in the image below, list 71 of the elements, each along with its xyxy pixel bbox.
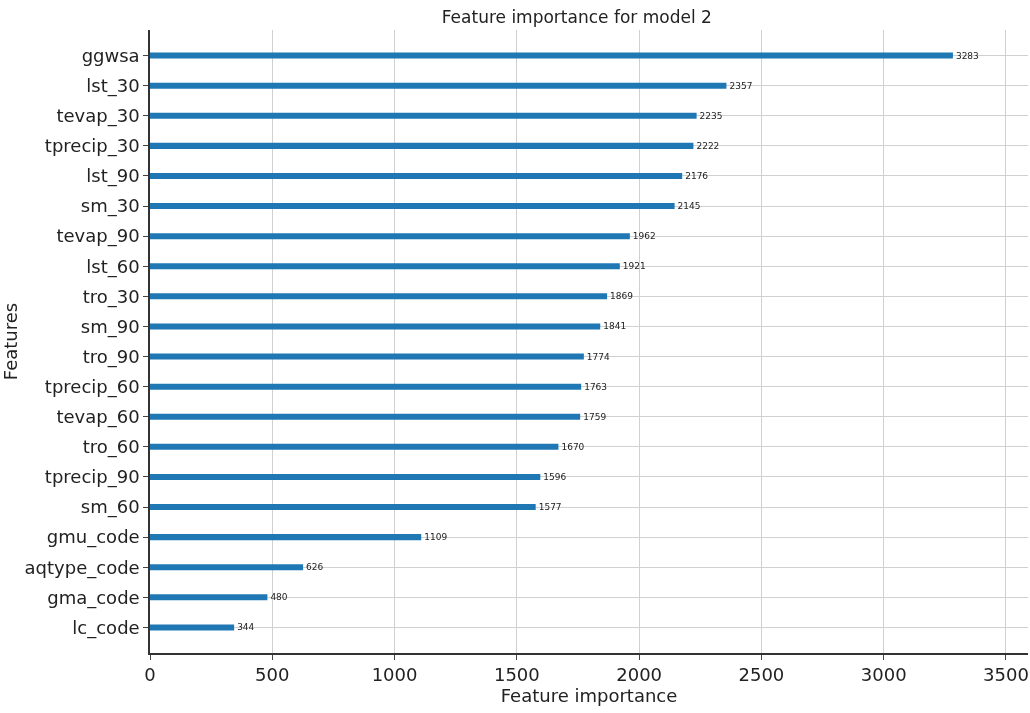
x-tick-label: 1500 [493, 664, 540, 686]
y-tick-label: tro_90 [82, 345, 140, 368]
bar [150, 52, 953, 59]
y-axis-title: Features [0, 302, 21, 381]
bar [150, 564, 304, 571]
chart-title: Feature importance for model 2 [441, 6, 712, 27]
bar [150, 293, 608, 300]
bar [150, 504, 536, 511]
data-label: 626 [306, 562, 324, 573]
x-tick-label: 0 [144, 664, 156, 686]
bar [150, 82, 727, 89]
bar [150, 203, 675, 210]
y-tick-label: tprecip_90 [44, 466, 140, 489]
y-tick-label: sm_60 [80, 496, 140, 519]
bar [150, 383, 582, 390]
y-tick-label: gma_code [47, 586, 140, 609]
bar [150, 142, 694, 149]
y-tick-label: aqtype_code [24, 556, 140, 579]
y-tick-label: lst_60 [86, 255, 140, 278]
x-tick-label: 3000 [860, 664, 907, 686]
data-label: 1596 [543, 471, 567, 482]
bar [150, 353, 584, 360]
bar [150, 233, 630, 240]
data-label: 1921 [622, 261, 646, 272]
x-tick-label: 500 [255, 664, 290, 686]
y-tick-label: tevap_60 [56, 406, 140, 429]
data-label: 2222 [696, 140, 720, 151]
y-tick-label: tro_60 [82, 436, 140, 459]
x-tick-label: 1000 [371, 664, 418, 686]
bar [150, 594, 268, 601]
data-label: 1962 [632, 231, 656, 242]
data-label: 2176 [685, 170, 709, 181]
y-tick-label: tevap_90 [56, 225, 140, 248]
x-tick-label: 2000 [616, 664, 663, 686]
data-label: 344 [237, 622, 255, 633]
y-tick-label: lc_code [72, 616, 140, 639]
y-tick-label: gmu_code [46, 526, 140, 549]
data-label: 2145 [677, 201, 701, 212]
data-label: 1841 [603, 321, 627, 332]
bar [150, 443, 559, 450]
y-tick-label: sm_90 [80, 315, 140, 338]
bar [150, 473, 541, 480]
bar [150, 172, 683, 179]
bar [150, 534, 422, 541]
y-tick-label: tprecip_30 [44, 135, 140, 158]
x-axis-title: Feature importance [500, 685, 678, 707]
y-tick-label: tro_30 [82, 285, 140, 308]
x-tick-label: 3500 [983, 664, 1029, 686]
data-label: 480 [270, 592, 288, 603]
data-label: 1670 [561, 441, 585, 452]
y-tick-label: tprecip_60 [44, 375, 140, 398]
y-tick-label: sm_30 [80, 195, 140, 218]
bar [150, 263, 620, 270]
bar [150, 112, 697, 119]
data-label: 1774 [586, 351, 611, 362]
data-label: 1763 [584, 381, 608, 392]
data-label: 2357 [729, 80, 753, 91]
y-tick-label: ggwsa [81, 44, 140, 66]
data-label: 1869 [610, 291, 634, 302]
data-label: 1759 [583, 411, 607, 422]
bar [150, 413, 581, 420]
bar [150, 323, 601, 330]
data-label: 1109 [424, 532, 448, 543]
bar [150, 624, 235, 631]
y-tick-label: lst_30 [86, 74, 140, 97]
data-label: 3283 [955, 50, 979, 61]
data-label: 2235 [699, 110, 723, 121]
y-tick-label: lst_90 [86, 165, 140, 188]
data-label: 1577 [538, 502, 562, 513]
x-tick-label: 2500 [738, 664, 785, 686]
y-tick-label: tevap_30 [56, 105, 140, 128]
